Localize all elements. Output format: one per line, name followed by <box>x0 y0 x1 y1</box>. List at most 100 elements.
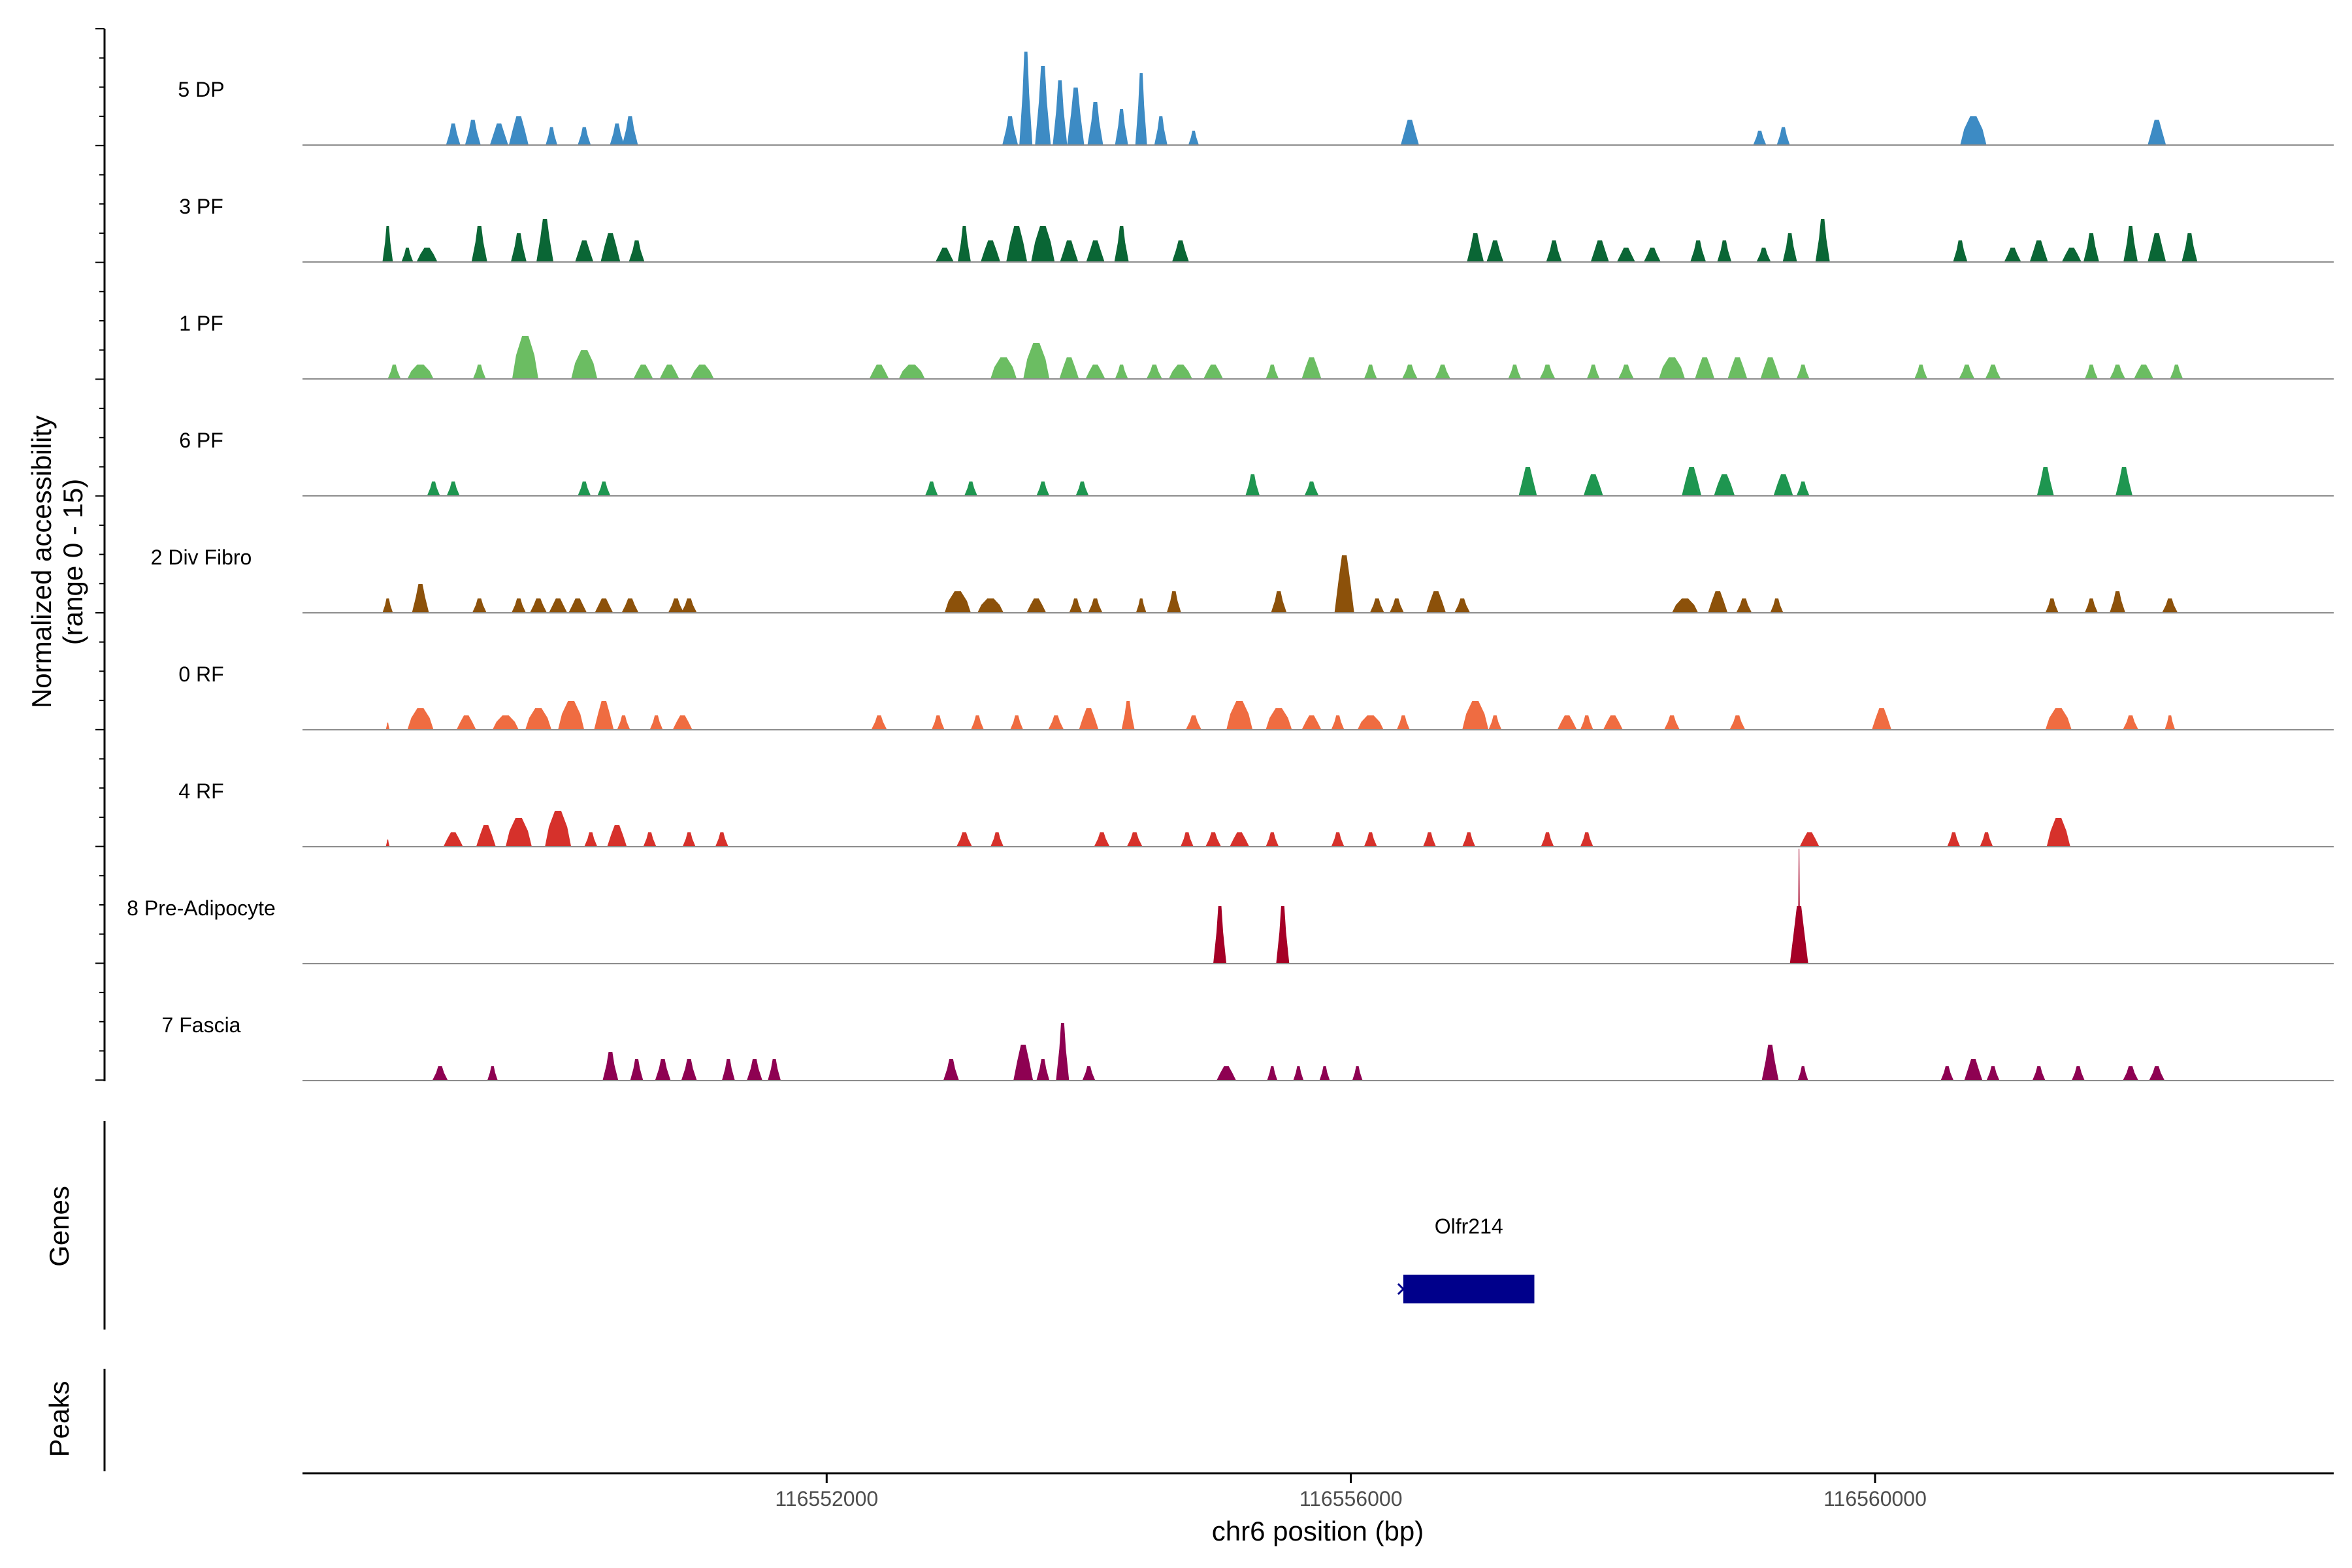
peak <box>990 832 1004 847</box>
peak <box>382 226 393 262</box>
peak <box>385 723 390 730</box>
peak <box>768 1059 781 1081</box>
peak <box>629 240 645 262</box>
peak <box>1815 219 1830 262</box>
peak <box>1396 715 1410 730</box>
peak <box>2134 365 2154 379</box>
peak <box>1580 832 1593 847</box>
track-7-fascia: 7 Fascia <box>162 1013 2334 1081</box>
peak <box>597 482 611 496</box>
peak <box>871 715 887 730</box>
peak <box>2084 365 2098 379</box>
peak <box>1213 906 1227 964</box>
peak <box>1135 598 1147 613</box>
peak <box>432 1066 448 1081</box>
peak <box>2032 1066 2046 1081</box>
peak <box>487 1066 498 1081</box>
peak <box>1082 1066 1096 1081</box>
peak <box>617 715 630 730</box>
peak <box>964 482 977 496</box>
peak <box>1293 1066 1304 1081</box>
peak <box>1010 715 1024 730</box>
peak <box>1672 598 1699 613</box>
peak <box>1154 116 1168 145</box>
peak <box>1053 80 1068 145</box>
peak <box>1168 365 1192 379</box>
peak <box>1914 365 1928 379</box>
peak <box>1960 116 1987 145</box>
peak <box>1067 88 1085 145</box>
peak <box>1797 849 1801 964</box>
peak <box>610 123 625 145</box>
peak <box>492 715 519 730</box>
peak <box>465 120 481 145</box>
peak <box>1205 832 1222 847</box>
peak <box>1334 555 1354 613</box>
peak <box>571 350 598 379</box>
peak <box>427 482 440 496</box>
peak <box>633 365 653 379</box>
peak <box>690 365 714 379</box>
peak <box>2045 708 2072 730</box>
gene-panel: Olfr214 <box>1397 1215 1535 1303</box>
peak <box>1276 906 1290 964</box>
peak <box>1036 1059 1050 1081</box>
peak <box>1423 832 1436 847</box>
peak <box>1590 240 1609 262</box>
peak <box>977 598 1004 613</box>
peak <box>1796 482 1810 496</box>
peak <box>681 1059 697 1081</box>
peak <box>505 818 532 847</box>
peak <box>2123 715 2139 730</box>
peak <box>1319 1066 1330 1081</box>
peak <box>2181 233 2198 262</box>
x-axis-ticks: 116552000 116556000 116560000 <box>775 1473 1927 1511</box>
peak <box>446 482 460 496</box>
peak <box>1986 1066 2000 1081</box>
peak <box>1352 1066 1363 1081</box>
peak <box>1546 240 1562 262</box>
peak <box>1364 832 1377 847</box>
peak <box>1166 591 1181 613</box>
peak <box>456 715 476 730</box>
peak <box>1079 708 1099 730</box>
peak <box>990 357 1017 379</box>
peak <box>1126 832 1143 847</box>
x-axis-title: chr6 position (bp) <box>1212 1516 1424 1546</box>
peak <box>1756 248 1771 262</box>
peak <box>1301 357 1322 379</box>
peak <box>1616 248 1635 262</box>
track-6-pf: 6 PF <box>179 429 2334 497</box>
peak <box>1266 365 1279 379</box>
peak <box>1508 365 1522 379</box>
peak <box>668 598 684 613</box>
peak <box>2123 226 2138 262</box>
peak <box>1708 591 1728 613</box>
peak <box>382 598 393 613</box>
y-axis-title: Normalized accessibility (range 0 - 15) <box>26 416 88 708</box>
peak <box>1947 832 1961 847</box>
track-label: 8 Pre-Adipocyte <box>127 896 276 920</box>
peak <box>1583 474 1603 496</box>
peak <box>1940 1066 1954 1081</box>
peak <box>924 482 938 496</box>
peak <box>1006 226 1028 262</box>
peak <box>1230 832 1250 847</box>
peak <box>1267 1066 1278 1081</box>
peak <box>1467 233 1484 262</box>
track-2-div-fibro: 2 Div Fibro <box>151 546 2334 613</box>
peak <box>2029 240 2048 262</box>
peak <box>1364 365 1377 379</box>
track-label: 6 PF <box>179 429 223 452</box>
peak <box>1518 467 1537 496</box>
x-tick-label: 116556000 <box>1299 1487 1403 1511</box>
track-label: 5 DP <box>178 78 224 101</box>
peak <box>747 1059 762 1081</box>
track-label: 7 Fascia <box>162 1013 241 1037</box>
peak <box>715 832 728 847</box>
peak <box>2162 598 2178 613</box>
peak <box>1048 715 1064 730</box>
peak <box>1060 240 1079 262</box>
track-1-pf: 1 PF <box>179 312 2334 380</box>
